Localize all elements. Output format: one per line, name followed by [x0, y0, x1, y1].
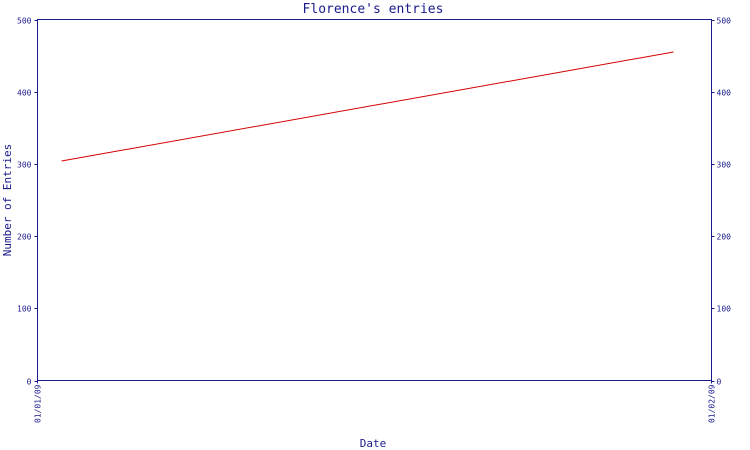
y-tick-label-right: 500: [717, 17, 732, 26]
y-tick-label-left: 400: [17, 89, 32, 98]
y-axis-left: 0 100 200 300 400 500: [17, 17, 38, 387]
x-tick-label: 01/01/09: [34, 384, 43, 423]
series-line: [61, 51, 674, 162]
y-tick-label-right: 400: [717, 89, 732, 98]
y-tick-label-left: 0: [27, 378, 32, 387]
y-tick-label-left: 200: [17, 233, 32, 242]
chart-title: Florence's entries: [303, 2, 444, 17]
x-axis-label: Date: [360, 437, 387, 450]
y-axis-label: Number of Entries: [1, 144, 14, 257]
x-tick-label: 01/02/09: [708, 384, 717, 423]
y-axis-right: 0 100 200 300 400 500: [711, 17, 732, 387]
plot-area-frame: [37, 19, 712, 381]
series-layer: [61, 51, 674, 162]
y-tick-label-right: 200: [717, 233, 732, 242]
y-tick-label-right: 300: [717, 161, 732, 170]
y-tick-label-right: 100: [717, 305, 732, 314]
y-tick-label-left: 300: [17, 161, 32, 170]
y-tick-label-right: 0: [717, 378, 722, 387]
x-axis: 01/01/09 01/02/09: [34, 380, 717, 423]
y-tick-label-left: 500: [17, 17, 32, 26]
y-tick-label-left: 100: [17, 305, 32, 314]
